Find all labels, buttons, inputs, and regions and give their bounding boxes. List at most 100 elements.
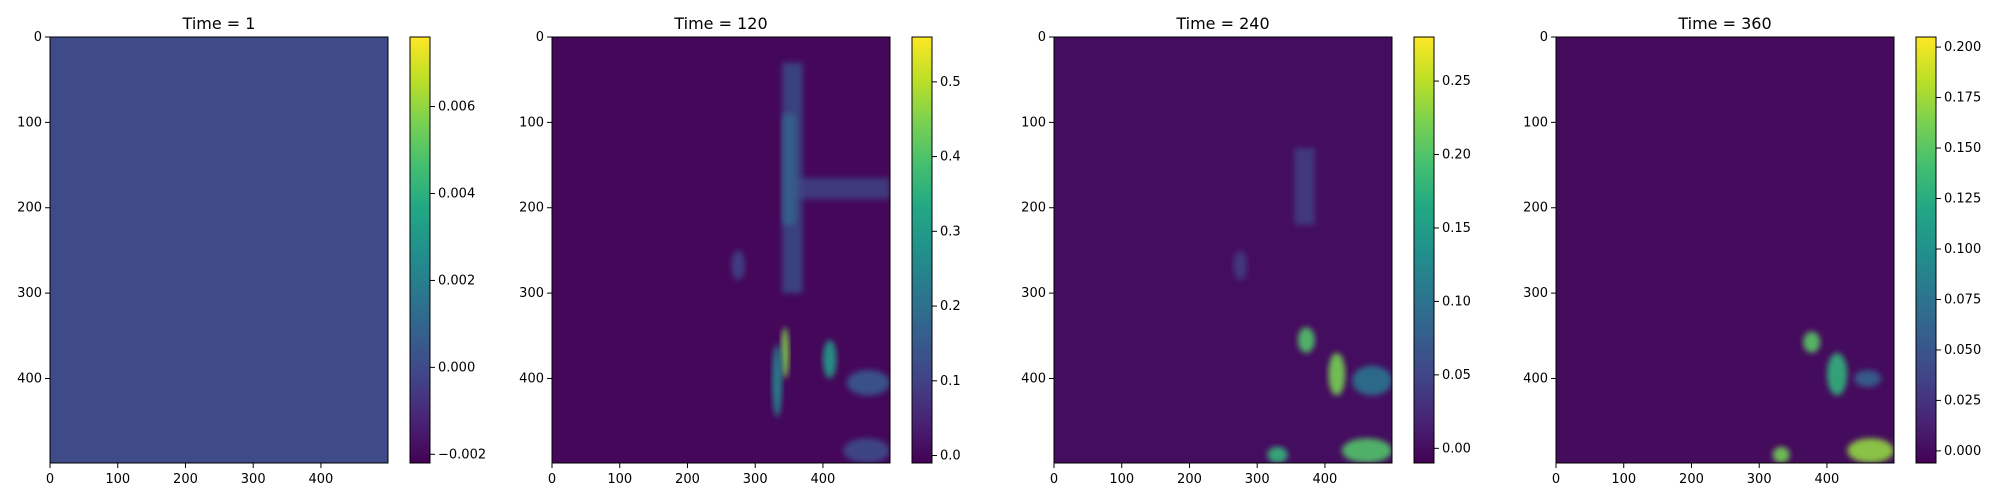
panel-4: Time = 360 0 100 200 300 400 0 100 200 300 400 0.00… <box>1523 14 1981 487</box>
colorbar-tick-label: 0.25 <box>1442 74 1471 89</box>
x-tick-label: 300 <box>743 472 768 487</box>
colorbar-tick-label: 0.4 <box>940 150 961 165</box>
colorbar-tick-label: 0.05 <box>1442 368 1471 383</box>
y-tick-label: 400 <box>17 371 42 386</box>
colorbar-tick-label: 0.075 <box>1944 292 1981 307</box>
heatmap-feature <box>1294 147 1315 225</box>
colorbar-tick-label: 0.2 <box>940 299 961 314</box>
heatmap-feature <box>1826 352 1848 396</box>
heatmap-feature <box>772 344 783 417</box>
y-tick-label: 200 <box>519 201 544 216</box>
heatmap-feature <box>1847 438 1894 463</box>
colorbar-frame <box>911 36 933 464</box>
heatmap-image <box>552 37 890 463</box>
colorbar <box>1414 37 1434 463</box>
colorbar-tick-label: 0.5 <box>940 75 961 90</box>
colorbar-tick-label: 0.125 <box>1944 192 1981 207</box>
x-tick-label: 300 <box>241 472 266 487</box>
x-tick-label: 200 <box>173 472 198 487</box>
colorbar-frame <box>1413 36 1435 464</box>
heatmap-feature <box>1328 352 1346 396</box>
heatmap-background <box>552 37 890 463</box>
heatmap-feature <box>1341 438 1392 463</box>
heatmap-feature <box>822 340 837 379</box>
heatmap-feature <box>1352 365 1392 396</box>
x-tick-label: 0 <box>46 472 54 487</box>
panel-title: Time = 360 <box>1677 14 1771 33</box>
panel-title: Time = 240 <box>1175 14 1269 33</box>
colorbar-frame <box>409 36 431 464</box>
colorbar-tick-label: 0.200 <box>1944 40 1981 55</box>
colorbar-tick-label: −0.002 <box>438 447 486 462</box>
y-tick-label: 300 <box>17 286 42 301</box>
panel-3: Time = 240 0 100 200 300 400 0 100 200 300 400 0.00… <box>1021 14 1471 487</box>
heatmap-feature <box>1233 250 1248 281</box>
colorbar-tick-label: 0.175 <box>1944 91 1981 106</box>
x-tick-label: 0 <box>548 472 556 487</box>
y-tick-label: 300 <box>519 286 544 301</box>
colorbar <box>912 37 932 463</box>
x-tick-label: 100 <box>1611 472 1636 487</box>
x-tick-label: 300 <box>1245 472 1270 487</box>
heatmap-feature <box>731 250 746 281</box>
plot-frame <box>1053 36 1393 464</box>
y-tick-label: 100 <box>519 115 544 130</box>
x-tick-label: 400 <box>309 472 334 487</box>
panel-title: Time = 1 <box>182 14 256 33</box>
colorbar-tick-label: 0.006 <box>438 100 475 115</box>
colorbar-tick-label: 0.050 <box>1944 343 1981 358</box>
colorbar-tick-label: 0.025 <box>1944 393 1981 408</box>
heatmap-feature <box>1854 369 1882 388</box>
heatmap-feature <box>1267 446 1288 463</box>
colorbar-tick-label: 0.100 <box>1944 242 1981 257</box>
x-tick-label: 100 <box>607 472 632 487</box>
colorbar-tick-label: 0.000 <box>438 360 475 375</box>
colorbar-tick-label: 0.000 <box>1944 444 1981 459</box>
y-tick-label: 400 <box>1021 371 1046 386</box>
colorbar-tick-label: 0.00 <box>1442 441 1471 456</box>
colorbar-tick-label: 0.0 <box>940 449 961 464</box>
x-tick-label: 400 <box>811 472 836 487</box>
x-tick-label: 100 <box>1109 472 1134 487</box>
x-tick-label: 200 <box>675 472 700 487</box>
heatmap-feature <box>792 177 890 200</box>
plot-frame <box>1555 36 1895 464</box>
heatmap-image <box>50 37 388 463</box>
y-tick-label: 300 <box>1021 286 1046 301</box>
y-tick-label: 400 <box>1523 371 1548 386</box>
colorbar-tick-label: 0.3 <box>940 224 961 239</box>
y-tick-label: 200 <box>1021 201 1046 216</box>
panel-title: Time = 120 <box>673 14 767 33</box>
heatmap-background <box>1556 37 1894 463</box>
y-tick-label: 100 <box>17 115 42 130</box>
colorbar-frame <box>1915 36 1937 464</box>
panel-1: Time = 1 0 100 200 300 400 0 100 200 300 400 −0.002… <box>17 14 486 487</box>
heatmap-background <box>50 37 388 463</box>
colorbar-tick-label: 0.15 <box>1442 221 1471 236</box>
heatmap-feature <box>1803 331 1821 353</box>
x-tick-label: 400 <box>1815 472 1840 487</box>
x-tick-label: 100 <box>105 472 130 487</box>
heatmap-feature <box>1297 327 1315 353</box>
heatmap-feature <box>1772 446 1790 463</box>
colorbar-tick-label: 0.150 <box>1944 141 1981 156</box>
heatmap-feature <box>846 369 890 396</box>
x-tick-label: 0 <box>1552 472 1560 487</box>
plot-frame <box>49 36 389 464</box>
y-tick-label: 0 <box>1038 30 1046 45</box>
heatmap-image <box>1556 37 1894 463</box>
colorbar-tick-label: 0.002 <box>438 273 475 288</box>
y-tick-label: 300 <box>1523 286 1548 301</box>
colorbar-tick-label: 0.20 <box>1442 148 1471 163</box>
plot-frame <box>551 36 891 464</box>
heatmap-feature <box>782 113 796 225</box>
heatmap-image <box>1054 37 1392 463</box>
colorbar <box>410 37 430 463</box>
y-tick-label: 100 <box>1021 115 1046 130</box>
colorbar-tick-label: 0.004 <box>438 186 475 201</box>
panel-2: Time = 120 0 100 200 300 400 0 100 200 300 400 0.0 0… <box>519 14 961 487</box>
colorbar-tick-label: 0.10 <box>1442 294 1471 309</box>
x-tick-label: 300 <box>1747 472 1772 487</box>
y-tick-label: 0 <box>536 30 544 45</box>
